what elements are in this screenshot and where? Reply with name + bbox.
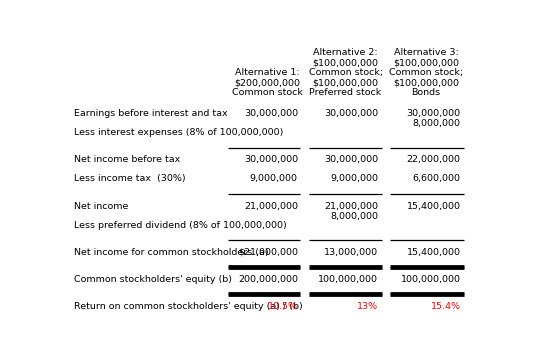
Text: Earnings before interest and tax: Earnings before interest and tax (74, 109, 228, 118)
Text: Common stock;: Common stock; (309, 68, 382, 77)
Text: $100,000,000: $100,000,000 (312, 78, 379, 87)
Text: Bonds: Bonds (411, 88, 441, 97)
Text: Less income tax  (30%): Less income tax (30%) (74, 175, 186, 184)
Text: 21,000,000: 21,000,000 (324, 201, 378, 210)
Text: Preferred stock: Preferred stock (310, 88, 382, 97)
Text: Less interest expenses (8% of 100,000,000): Less interest expenses (8% of 100,000,00… (74, 128, 284, 137)
Text: 15,400,000: 15,400,000 (407, 201, 460, 210)
Text: 22,000,000: 22,000,000 (407, 155, 460, 164)
Text: 15,400,000: 15,400,000 (407, 248, 460, 257)
Text: 8,000,000: 8,000,000 (413, 119, 460, 128)
Text: 8,000,000: 8,000,000 (330, 212, 378, 221)
Text: 100,000,000: 100,000,000 (400, 275, 460, 284)
Text: Less preferred dividend (8% of 100,000,000): Less preferred dividend (8% of 100,000,0… (74, 221, 287, 230)
Text: 30,000,000: 30,000,000 (324, 109, 378, 118)
Text: 21,000,000: 21,000,000 (244, 201, 298, 210)
Text: 30,000,000: 30,000,000 (244, 109, 298, 118)
Text: Alternative 2:: Alternative 2: (313, 48, 378, 57)
Text: 13,000,000: 13,000,000 (324, 248, 378, 257)
Text: Alternative 3:: Alternative 3: (394, 48, 458, 57)
Text: Net income for common stockholders (a): Net income for common stockholders (a) (74, 248, 269, 257)
Text: 200,000,000: 200,000,000 (238, 275, 298, 284)
Text: 13%: 13% (357, 302, 378, 311)
Text: $21,000,000: $21,000,000 (238, 248, 298, 257)
Text: Return on common stockholders' equity (a) / (b): Return on common stockholders' equity (a… (74, 302, 303, 311)
Text: 15.4%: 15.4% (431, 302, 460, 311)
Text: Net income: Net income (74, 201, 129, 210)
Text: 100,000,000: 100,000,000 (318, 275, 378, 284)
Text: 9,000,000: 9,000,000 (250, 175, 298, 184)
Text: Alternative 1:: Alternative 1: (235, 68, 300, 77)
Text: $100,000,000: $100,000,000 (393, 78, 459, 87)
Text: Common stock: Common stock (232, 88, 303, 97)
Text: 30,000,000: 30,000,000 (324, 155, 378, 164)
Text: 30,000,000: 30,000,000 (244, 155, 298, 164)
Text: 6,600,000: 6,600,000 (413, 175, 460, 184)
Text: Common stock;: Common stock; (389, 68, 463, 77)
Text: $100,000,000: $100,000,000 (393, 58, 459, 67)
Text: Net income before tax: Net income before tax (74, 155, 180, 164)
Text: 30,000,000: 30,000,000 (407, 109, 460, 118)
Text: 9,000,000: 9,000,000 (330, 175, 378, 184)
Text: Common stockholders' equity (b): Common stockholders' equity (b) (74, 275, 232, 284)
Text: $200,000,000: $200,000,000 (235, 78, 301, 87)
Text: 10.5%: 10.5% (268, 302, 298, 311)
Text: $100,000,000: $100,000,000 (312, 58, 379, 67)
